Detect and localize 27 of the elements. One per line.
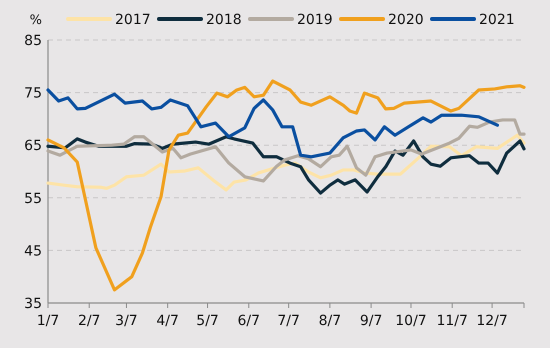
y-tick-label: 35 (24, 296, 42, 312)
x-tick-label: 8/7 (318, 313, 342, 329)
x-tick-label: 5/7 (196, 313, 219, 329)
y-tick-label: 55 (24, 190, 42, 207)
y-tick-label: 75 (24, 86, 42, 102)
x-tick-label: 6/7 (238, 313, 260, 329)
line-series (46, 79, 526, 292)
legend-label: 2019 (297, 12, 333, 28)
y-tick-label: 65 (24, 138, 42, 154)
legend-label: 2020 (388, 12, 424, 28)
x-tick-label: 9/7 (360, 313, 382, 329)
x-tick-label: 12/7 (476, 313, 508, 329)
x-tick-label: 3/7 (115, 313, 138, 329)
y-tick-label: 45 (24, 243, 42, 260)
x-tick-label: 11/7 (436, 313, 468, 329)
y-tick-label: 85 (24, 33, 42, 49)
x-tick-label: 1/7 (36, 313, 60, 329)
legend-label: 2021 (479, 12, 515, 28)
line-series (46, 88, 500, 158)
y-axis-title: % (30, 13, 42, 28)
line-series (46, 118, 526, 183)
legend-label: 2018 (206, 12, 242, 28)
x-tick-label: 10/7 (395, 313, 427, 329)
x-tick-label: 4/7 (156, 313, 179, 329)
x-tick-label: 7/7 (277, 313, 300, 329)
x-tick-label: 2/7 (78, 313, 100, 329)
legend-label: 2017 (115, 12, 151, 28)
